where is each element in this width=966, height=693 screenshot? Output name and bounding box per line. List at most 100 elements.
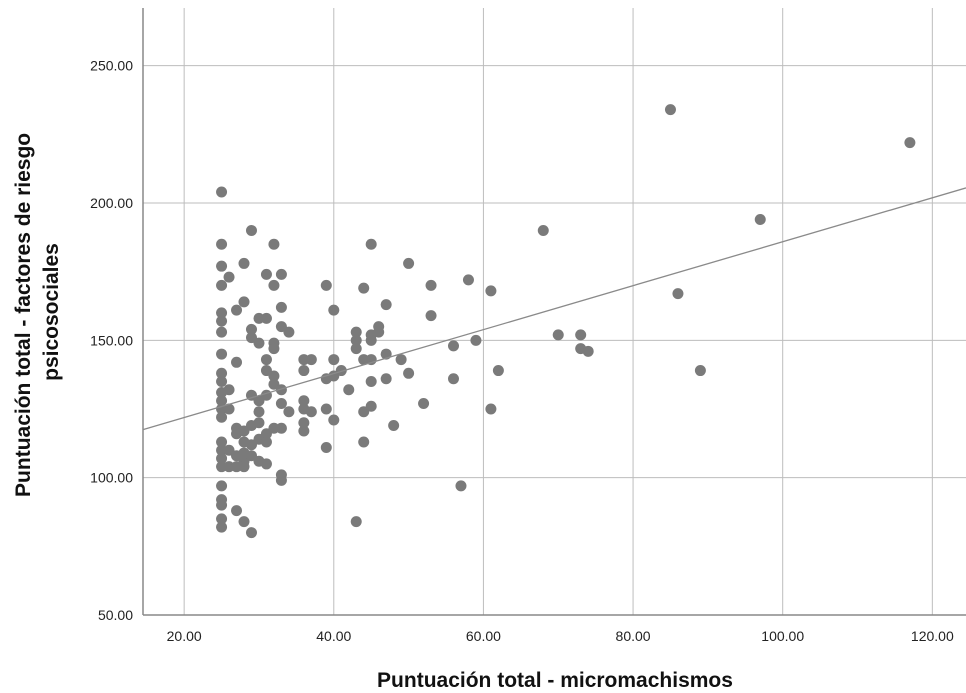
- data-point: [253, 337, 265, 349]
- data-point: [298, 425, 310, 437]
- data-point: [275, 301, 287, 313]
- data-point: [216, 348, 228, 360]
- data-point: [260, 389, 272, 401]
- data-point: [365, 400, 377, 412]
- data-point: [380, 373, 392, 385]
- data-point: [298, 365, 310, 377]
- data-point: [216, 307, 228, 319]
- data-point: [365, 238, 377, 250]
- data-point: [582, 345, 594, 357]
- data-point: [216, 315, 228, 327]
- data-point: [245, 323, 257, 335]
- data-point: [268, 370, 280, 382]
- data-point: [245, 527, 257, 539]
- data-point: [470, 334, 482, 346]
- data-point: [216, 186, 228, 198]
- data-point: [298, 417, 310, 429]
- data-point: [231, 356, 243, 368]
- y-tick-label: 150.00: [90, 332, 133, 348]
- x-tick-label: 20.00: [167, 628, 202, 644]
- y-axis-title-line-2: psicosociales: [40, 243, 63, 381]
- y-tick-label: 200.00: [90, 195, 133, 211]
- data-point: [358, 282, 370, 294]
- x-tick-labels: 20.00 40.00 60.00 80.00 100.00 120.00: [167, 628, 954, 644]
- data-points: [216, 104, 916, 539]
- data-point: [216, 279, 228, 291]
- data-point: [216, 436, 228, 448]
- data-point: [238, 296, 250, 308]
- data-point: [305, 354, 317, 366]
- data-point: [447, 373, 459, 385]
- data-point: [268, 279, 280, 291]
- data-point: [335, 365, 347, 377]
- data-point: [403, 367, 415, 379]
- data-point: [350, 343, 362, 355]
- data-point: [260, 436, 272, 448]
- data-point: [216, 513, 228, 525]
- data-point: [904, 137, 916, 149]
- data-point: [223, 384, 235, 396]
- data-point: [320, 403, 332, 415]
- data-point: [350, 334, 362, 346]
- data-point: [216, 499, 228, 511]
- y-tick-label: 50.00: [98, 607, 133, 623]
- x-tick-label: 100.00: [761, 628, 804, 644]
- data-point: [275, 422, 287, 434]
- data-point: [216, 521, 228, 533]
- data-point: [305, 406, 317, 418]
- data-point: [425, 279, 437, 291]
- data-point: [238, 516, 250, 528]
- data-point: [223, 271, 235, 283]
- data-point: [298, 395, 310, 407]
- data-point: [343, 384, 355, 396]
- data-point: [373, 326, 385, 338]
- data-point: [380, 299, 392, 311]
- data-point: [485, 285, 497, 297]
- data-point: [216, 411, 228, 423]
- data-point: [231, 505, 243, 517]
- data-point: [260, 354, 272, 366]
- data-point: [216, 238, 228, 250]
- data-point: [358, 436, 370, 448]
- y-axis-title: Puntuación total - factores de riesgo ps…: [12, 127, 63, 497]
- data-point: [216, 395, 228, 407]
- x-axis-title: Puntuación total - micromachismos: [377, 669, 733, 692]
- data-point: [275, 398, 287, 410]
- x-tick-label: 80.00: [616, 628, 651, 644]
- y-tick-label: 100.00: [90, 470, 133, 486]
- data-point: [238, 257, 250, 269]
- data-point: [245, 224, 257, 236]
- data-point: [223, 403, 235, 415]
- plot-area: [142, 8, 966, 616]
- data-point: [462, 274, 474, 286]
- data-point: [328, 354, 340, 366]
- data-point: [320, 441, 332, 453]
- grid-lines-x: [183, 8, 933, 615]
- data-point: [754, 213, 766, 225]
- data-point: [365, 334, 377, 346]
- data-point: [275, 384, 287, 396]
- data-point: [328, 304, 340, 316]
- data-point: [552, 329, 564, 341]
- data-point: [350, 326, 362, 338]
- x-tick-label: 40.00: [316, 628, 351, 644]
- data-point: [253, 406, 265, 418]
- data-point: [260, 268, 272, 280]
- data-point: [485, 403, 497, 415]
- x-tick-label: 60.00: [466, 628, 501, 644]
- data-point: [275, 474, 287, 486]
- data-point: [455, 480, 467, 492]
- data-point: [418, 398, 430, 410]
- data-point: [216, 367, 228, 379]
- x-tick-label: 120.00: [911, 628, 954, 644]
- data-point: [447, 340, 459, 352]
- fit-line: [142, 187, 966, 431]
- data-point: [253, 417, 265, 429]
- data-point: [238, 461, 250, 473]
- y-tick-label: 250.00: [90, 58, 133, 74]
- data-point: [672, 288, 684, 300]
- data-point: [260, 312, 272, 324]
- data-point: [268, 238, 280, 250]
- data-point: [283, 406, 295, 418]
